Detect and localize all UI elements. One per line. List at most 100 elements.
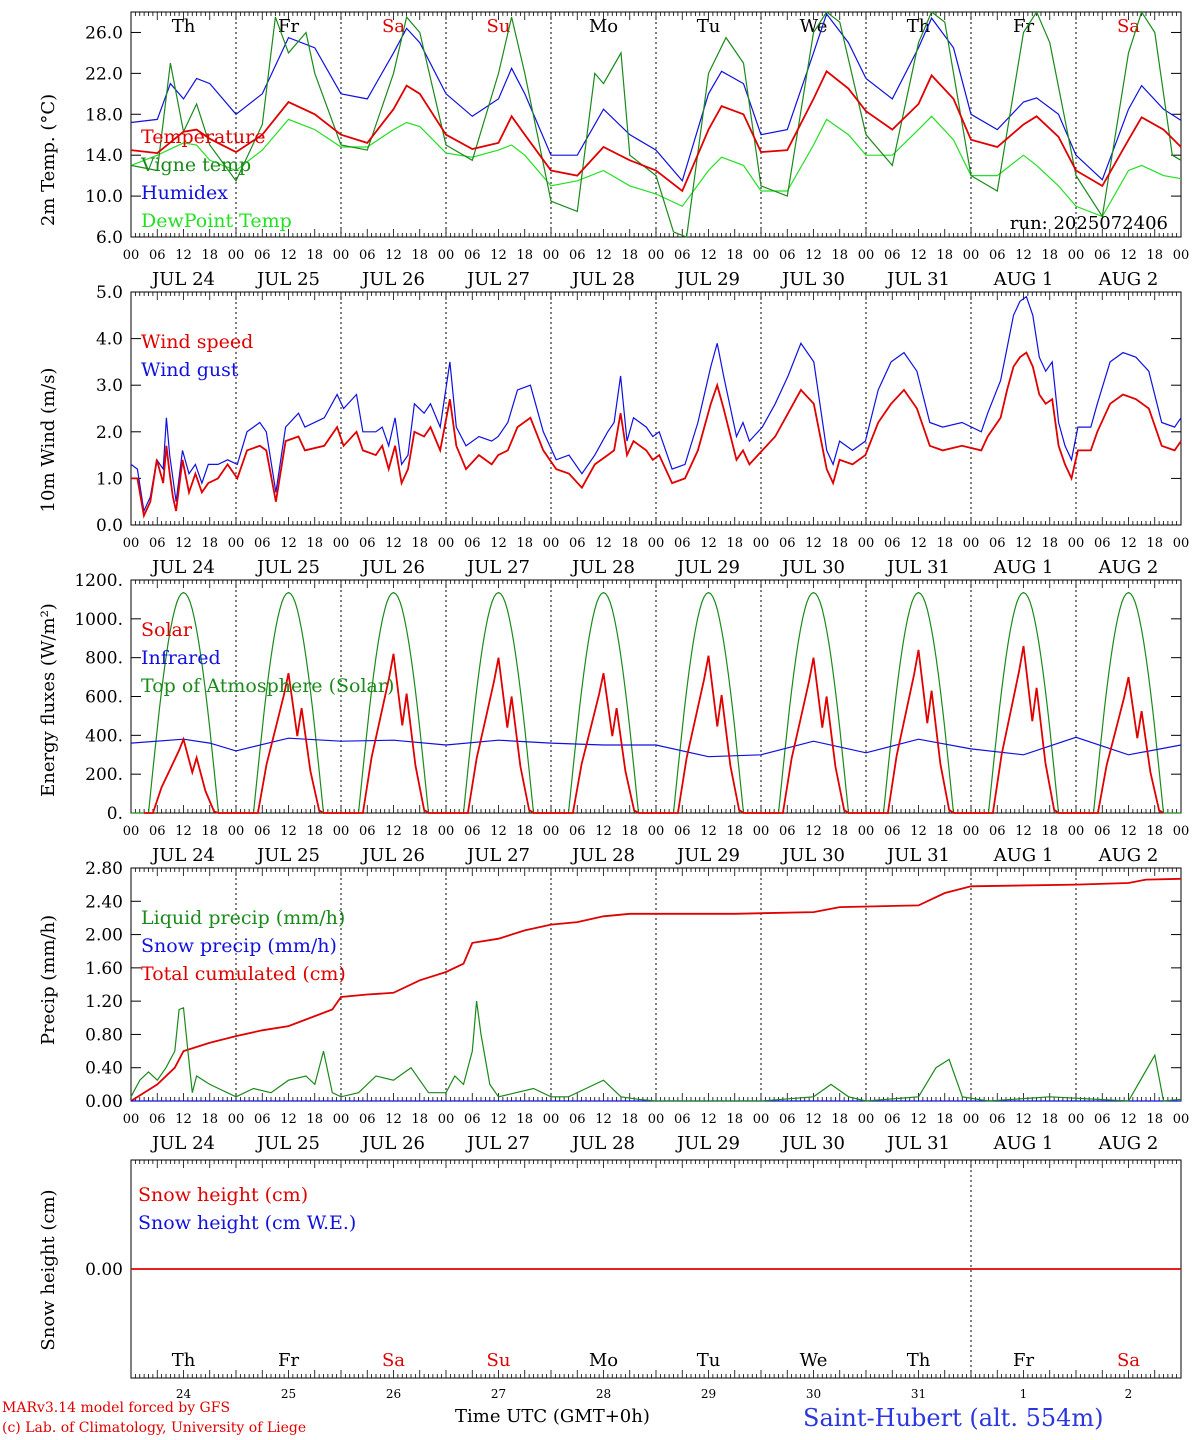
date-label: AUG 2: [1098, 1133, 1159, 1154]
hour-tick-label: 18: [621, 1112, 638, 1127]
hour-tick-label: 18: [726, 536, 743, 551]
y-tick-label: 800.: [85, 649, 123, 669]
y-tick-label: 0.00: [85, 1260, 123, 1280]
date-label: JUL 25: [255, 557, 320, 578]
day-number-label: 26: [386, 1387, 401, 1401]
hour-tick-label: 06: [569, 536, 586, 551]
date-label: JUL 26: [360, 845, 425, 866]
date-label: JUL 31: [885, 269, 950, 290]
hour-tick-label: 12: [1120, 1112, 1137, 1127]
series-line-solar: [144, 645, 1164, 814]
hour-tick-label: 12: [910, 1112, 927, 1127]
hour-tick-label: 00: [333, 536, 350, 551]
hour-tick-label: 06: [359, 824, 376, 839]
legend-entry: Wind speed: [141, 331, 253, 353]
date-label: JUL 31: [885, 1133, 950, 1154]
y-tick-label: 18.0: [85, 105, 123, 125]
y-tick-label: 0.80: [85, 1025, 123, 1045]
hour-tick-label: 00: [228, 1112, 245, 1127]
hour-tick-label: 12: [1120, 248, 1137, 263]
hour-tick-label: 12: [385, 536, 402, 551]
date-label: JUL 26: [360, 557, 425, 578]
y-axis-label: 10m Wind (m/s): [38, 368, 59, 513]
hour-tick-label: 06: [989, 824, 1006, 839]
legend-entry: Snow height (cm W.E.): [138, 1212, 356, 1234]
hour-tick-label: 18: [936, 536, 953, 551]
hour-tick-label: 06: [1094, 824, 1111, 839]
weekday-label: Tu: [697, 1350, 721, 1371]
hour-tick-label: 12: [175, 824, 192, 839]
date-label: JUL 26: [360, 269, 425, 290]
hour-tick-label: 06: [884, 824, 901, 839]
hour-tick-label: 18: [726, 248, 743, 263]
hour-tick-label: 06: [569, 1112, 586, 1127]
day-number-label: 25: [281, 1387, 296, 1401]
date-label: AUG 2: [1098, 557, 1159, 578]
date-label: JUL 29: [675, 269, 740, 290]
series-line-wind-speed: [131, 351, 1182, 519]
hour-tick-label: 12: [700, 824, 717, 839]
hour-tick-label: 06: [779, 248, 796, 263]
y-tick-label: 10.0: [85, 187, 123, 207]
hour-tick-label: 18: [516, 824, 533, 839]
hour-tick-label: 00: [228, 248, 245, 263]
hour-tick-label: 00: [543, 1112, 560, 1127]
hour-tick-label: 00: [438, 536, 455, 551]
hour-tick-label: 00: [123, 248, 140, 263]
hour-tick-label: 00: [648, 1112, 665, 1127]
weekday-label: Su: [487, 1350, 511, 1371]
y-tick-label: 26.0: [85, 23, 123, 43]
hour-tick-label: 12: [175, 1112, 192, 1127]
day-number-label: 29: [701, 1387, 716, 1401]
date-label: AUG 1: [993, 269, 1054, 290]
hour-tick-label: 00: [438, 824, 455, 839]
hour-tick-label: 18: [726, 824, 743, 839]
hour-tick-label: 06: [149, 248, 166, 263]
legend-entry: Humidex: [141, 182, 228, 204]
hour-tick-label: 06: [464, 536, 481, 551]
hour-tick-label: 06: [779, 536, 796, 551]
day-number-label: 28: [596, 1387, 611, 1401]
date-label: JUL 27: [465, 845, 530, 866]
date-label: AUG 1: [993, 557, 1054, 578]
hour-tick-label: 06: [149, 824, 166, 839]
hour-tick-label: 06: [779, 824, 796, 839]
hour-tick-label: 18: [1146, 824, 1163, 839]
hour-tick-label: 06: [884, 1112, 901, 1127]
y-tick-label: 0.0: [96, 516, 123, 536]
series-line-liquid-precip-mm-h-: [130, 1001, 1182, 1102]
legend-entry: Top of Atmosphere (Solar): [141, 675, 394, 697]
y-tick-label: 0.40: [85, 1059, 123, 1079]
hour-tick-label: 18: [831, 248, 848, 263]
hour-tick-label: 06: [884, 248, 901, 263]
date-label: JUL 29: [675, 845, 740, 866]
hour-tick-label: 00: [123, 536, 140, 551]
hour-tick-label: 12: [595, 824, 612, 839]
hour-tick-label: 00: [648, 248, 665, 263]
hour-tick-label: 18: [726, 1112, 743, 1127]
hour-tick-label: 00: [858, 1112, 875, 1127]
hour-tick-label: 12: [805, 1112, 822, 1127]
hour-tick-label: 00: [438, 248, 455, 263]
weekday-label: Th: [172, 16, 196, 37]
date-label: JUL 30: [780, 845, 845, 866]
hour-tick-label: 00: [858, 248, 875, 263]
day-number-label: 27: [491, 1387, 506, 1401]
hour-tick-label: 18: [936, 248, 953, 263]
hour-tick-label: 06: [674, 248, 691, 263]
y-tick-label: 2.40: [85, 892, 123, 912]
date-label: AUG 1: [993, 1133, 1054, 1154]
hour-tick-label: 12: [595, 248, 612, 263]
legend-entry: DewPoint Temp: [141, 210, 292, 232]
model-credit: MARv3.14 model forced by GFS: [2, 1400, 231, 1416]
hour-tick-label: 18: [201, 248, 218, 263]
hour-tick-label: 00: [858, 824, 875, 839]
date-label: JUL 25: [255, 1133, 320, 1154]
date-label: JUL 28: [570, 1133, 635, 1154]
y-axis-label: 2m Temp. (°C): [38, 94, 59, 226]
date-label: JUL 31: [885, 557, 950, 578]
hour-tick-label: 18: [411, 248, 428, 263]
series-line-humidex: [130, 12, 1182, 183]
hour-tick-label: 18: [1146, 536, 1163, 551]
date-label: JUL 24: [150, 1133, 215, 1154]
